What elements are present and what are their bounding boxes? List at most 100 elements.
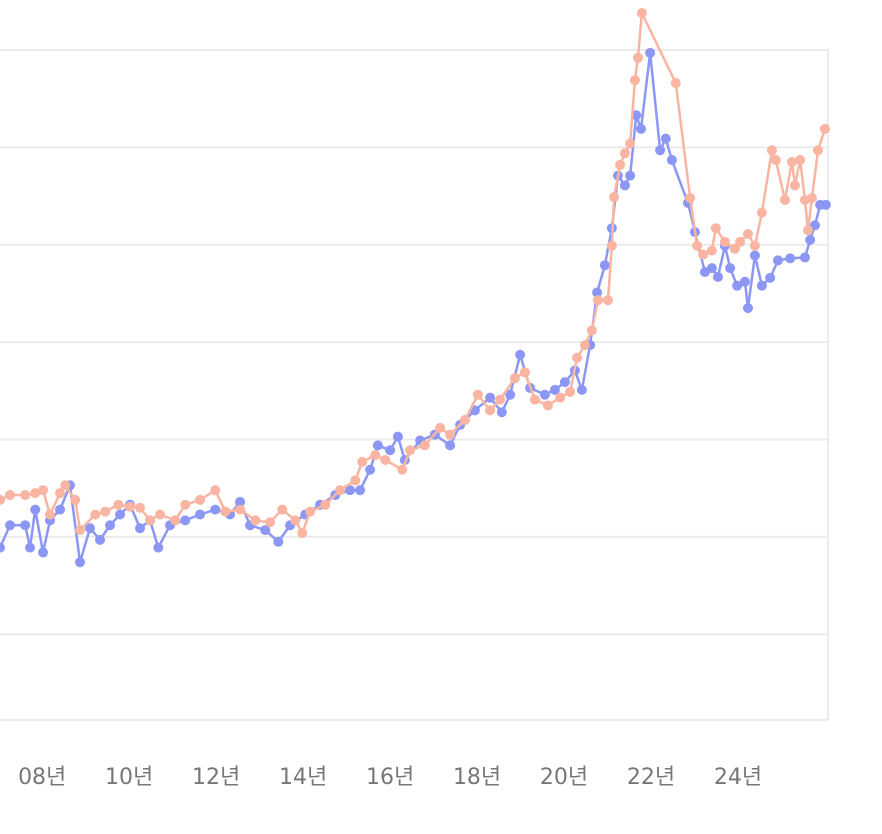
data-point [819, 123, 830, 134]
data-point [459, 415, 470, 426]
data-point [719, 236, 730, 247]
data-point [380, 454, 391, 465]
data-point [290, 515, 301, 526]
data-point [445, 429, 456, 440]
series-1 [0, 7, 830, 539]
series-layer [0, 7, 831, 568]
data-point [0, 542, 5, 553]
data-point [692, 240, 703, 251]
data-point [85, 523, 96, 534]
data-point [666, 155, 677, 166]
data-point [220, 506, 231, 517]
series-line [0, 51, 826, 564]
data-point [749, 250, 760, 261]
data-point [615, 159, 626, 170]
data-point [95, 534, 106, 545]
x-tick-label: 18년 [453, 765, 501, 790]
data-point [765, 272, 776, 283]
data-point [789, 180, 800, 191]
data-point [320, 499, 331, 510]
data-point [472, 389, 483, 400]
data-point [75, 525, 86, 536]
data-point [529, 394, 540, 405]
data-point [609, 192, 620, 203]
data-point [539, 389, 550, 400]
data-point [735, 236, 746, 247]
x-tick-label: 08년 [18, 765, 66, 790]
data-point [742, 229, 753, 240]
data-point [809, 220, 820, 231]
data-point [631, 110, 642, 121]
data-point [599, 260, 610, 271]
data-point [350, 475, 361, 486]
data-point [435, 422, 446, 433]
data-point [795, 155, 806, 166]
x-tick-label: 12년 [192, 765, 240, 790]
data-point [60, 480, 71, 491]
data-point [742, 303, 753, 314]
data-point [305, 506, 316, 517]
data-point [90, 509, 101, 520]
data-point [636, 123, 647, 134]
data-point [485, 392, 496, 403]
data-point [55, 488, 66, 499]
data-point [115, 509, 126, 520]
data-point [250, 515, 261, 526]
data-point [505, 389, 516, 400]
data-point [260, 525, 271, 536]
data-point [592, 295, 603, 306]
data-point [625, 170, 636, 181]
data-point [125, 501, 136, 512]
data-point [602, 295, 613, 306]
data-point [632, 52, 643, 63]
data-point [812, 145, 823, 156]
data-point [273, 536, 284, 547]
data-point [519, 367, 530, 378]
data-point [370, 450, 381, 461]
data-point [397, 464, 408, 475]
data-point [180, 499, 191, 510]
x-tick-label: 10년 [105, 765, 153, 790]
data-point [297, 528, 308, 539]
data-point [195, 494, 206, 505]
data-point [496, 407, 507, 418]
data-point [55, 504, 66, 515]
data-point [549, 384, 560, 395]
data-point [485, 405, 496, 416]
data-point [170, 515, 181, 526]
data-point [766, 145, 777, 156]
data-point [75, 557, 86, 568]
data-point [542, 400, 553, 411]
data-point [70, 494, 81, 505]
data-point [265, 517, 276, 528]
data-point [785, 253, 796, 264]
data-point [195, 509, 206, 520]
data-point [38, 485, 49, 496]
data-point [786, 156, 797, 167]
data-point [756, 280, 767, 291]
data-point [100, 506, 111, 517]
data-point [586, 325, 597, 336]
data-point [355, 485, 366, 496]
data-point [749, 240, 760, 251]
data-point [565, 386, 576, 397]
data-point [155, 509, 166, 520]
data-point [802, 225, 813, 236]
data-point [805, 234, 816, 245]
x-tick-label: 16년 [366, 765, 414, 790]
data-point [592, 287, 603, 298]
x-tick-label: 22년 [627, 765, 675, 790]
data-point [706, 245, 717, 256]
data-point [5, 520, 16, 531]
data-point [385, 445, 396, 456]
data-point [576, 384, 587, 395]
data-point [555, 392, 566, 403]
data-point [706, 263, 717, 274]
data-point [732, 280, 743, 291]
data-point [405, 445, 416, 456]
data-point [770, 155, 781, 166]
data-point [572, 352, 583, 363]
x-tick-label: 20년 [540, 765, 588, 790]
data-point [38, 547, 49, 558]
